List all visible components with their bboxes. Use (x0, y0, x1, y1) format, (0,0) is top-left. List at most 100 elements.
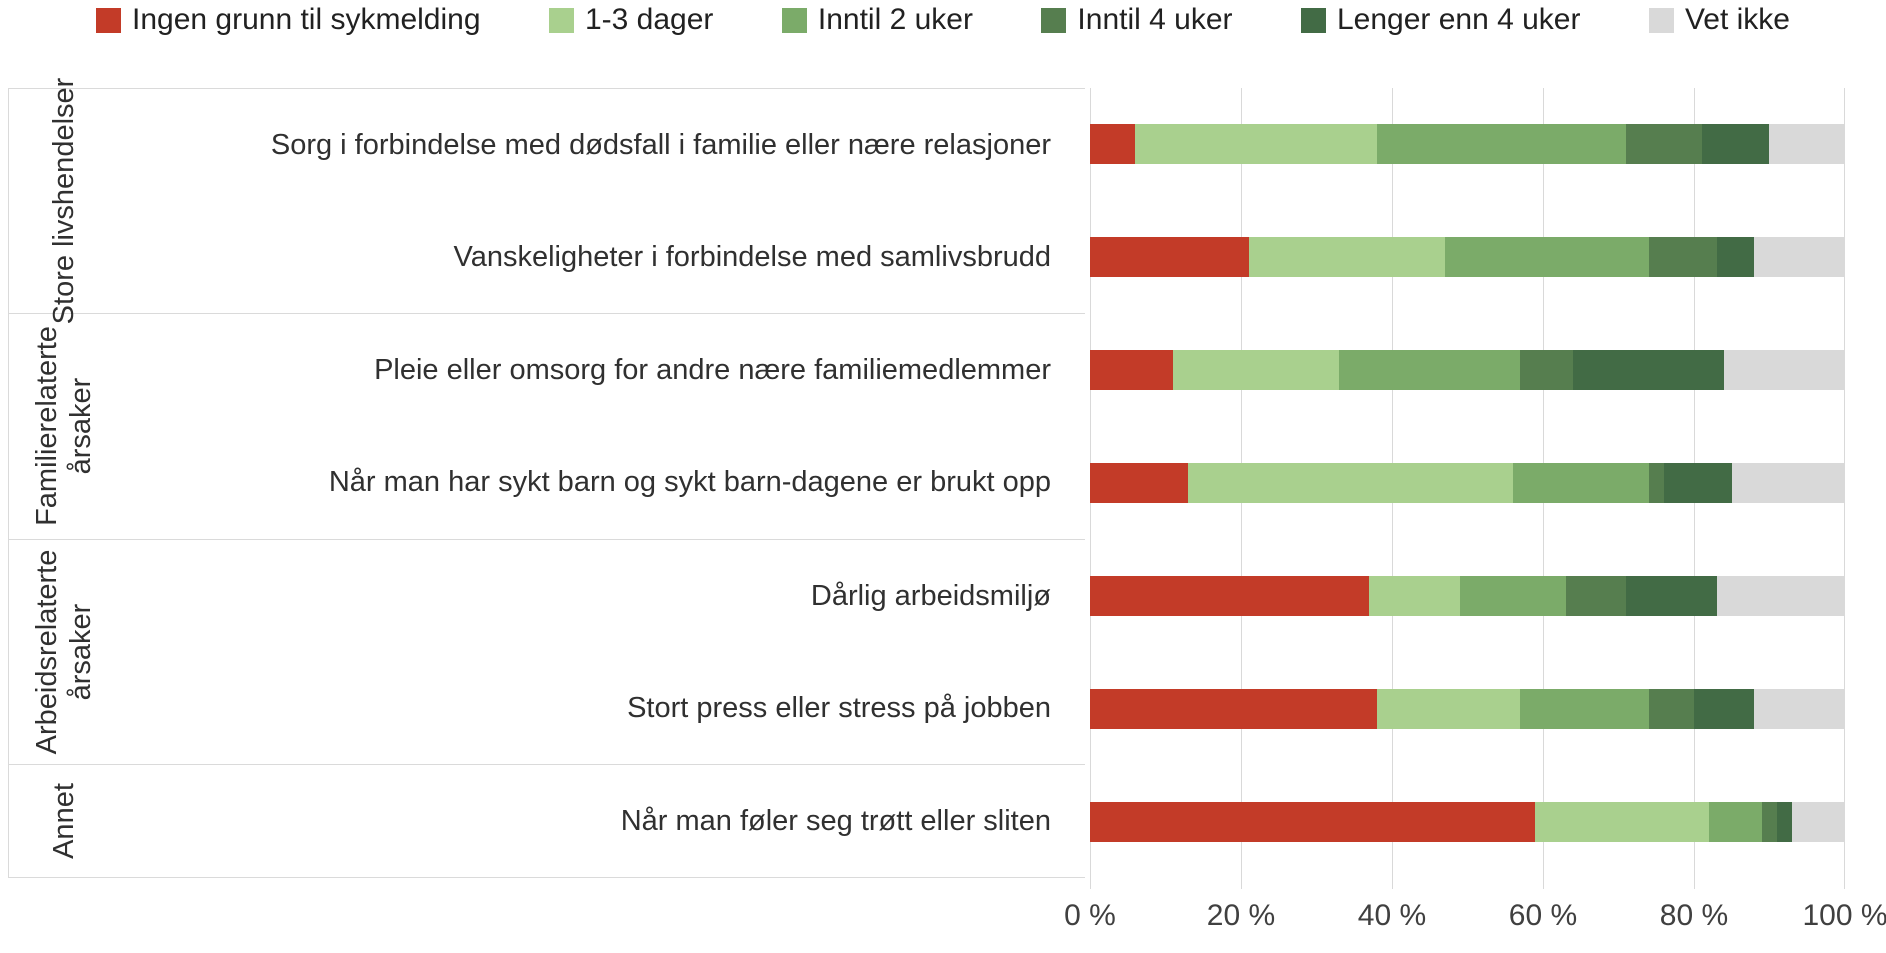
rows-column: Når man føler seg trøtt eller sliten (119, 765, 1085, 877)
legend-item: Inntil 2 uker (781, 3, 973, 37)
rows-column: Pleie eller omsorg for andre nære famili… (119, 314, 1085, 538)
stacked-bar (1090, 463, 1845, 503)
category-cell: Store livshendelser (9, 78, 119, 325)
bar-segment-6 (1731, 463, 1845, 503)
bar-segment-6 (1769, 124, 1845, 165)
legend-item-label: Inntil 2 uker (817, 3, 973, 36)
x-axis-tick-label: 20 % (1206, 899, 1276, 932)
bar-row (1090, 539, 1845, 652)
bar-segment-3 (1376, 124, 1627, 165)
legend-item-label: Ingen grunn til sykmelding (132, 3, 481, 36)
bar-segment-4 (1520, 350, 1574, 391)
x-axis-tick-label: 100 % (1802, 899, 1886, 932)
bar-segment-3 (1520, 688, 1649, 729)
legend-item-label: Lenger enn 4 uker (1336, 3, 1581, 36)
bar-segment-6 (1724, 350, 1845, 391)
row-label: Når man har sykt barn og sykt barn-dagen… (328, 466, 1051, 499)
bar-segment-1 (1090, 463, 1189, 503)
category-band: Store livshendelser Sorg i forbindelse me… (9, 78, 1085, 325)
bar-segment-5 (1693, 688, 1755, 729)
bar-segment-2 (1173, 350, 1340, 391)
bar-segment-6 (1792, 801, 1845, 842)
bar-row (1090, 765, 1845, 878)
bar-row (1090, 652, 1845, 765)
bar-segment-5 (1716, 237, 1755, 278)
legend-item: Ingen grunn til sykmelding (96, 3, 481, 37)
row-label-cell: Sorg i forbindelse med dødsfall i famili… (119, 89, 1085, 201)
bar-segment-3 (1512, 463, 1649, 503)
legend-swatch-icon (1300, 7, 1326, 33)
legend-item: Vet ikke (1648, 3, 1790, 37)
row-label-cell: Stort press eller stress på jobben (119, 652, 1085, 764)
category-band: Arbeidsrelaterte årsaker Dårlig arbeidsmi… (9, 538, 1085, 764)
bar-segment-2 (1188, 463, 1513, 503)
bar-segment-1 (1090, 688, 1377, 729)
row-label: Pleie eller omsorg for andre nære famili… (374, 354, 1051, 387)
category-band: Familierelaterte årsaker Pleie eller omso… (9, 313, 1085, 538)
bar-segment-5 (1663, 463, 1732, 503)
bar-segment-3 (1444, 237, 1649, 278)
bar-segment-6 (1754, 688, 1845, 729)
bar-segment-5 (1701, 124, 1770, 165)
category-band: Annet Når man føler seg trøtt eller slite… (9, 763, 1085, 878)
bar-segment-1 (1090, 237, 1249, 278)
x-axis: 0 % 20 % 40 % 60 % 80 % 100 % (1064, 899, 1886, 939)
x-axis-tick-label: 0 % (1064, 899, 1116, 932)
row-label: Når man føler seg trøtt eller sliten (620, 804, 1051, 837)
category-cell: Annet (9, 765, 119, 877)
bar-segment-4 (1648, 688, 1694, 729)
legend-item-label: 1-3 dager (584, 3, 714, 36)
stacked-bar (1090, 575, 1845, 616)
bar-segment-1 (1090, 801, 1536, 842)
rows-column: Sorg i forbindelse med dødsfall i famili… (119, 89, 1085, 313)
bar-row (1090, 427, 1845, 540)
stacked-bar (1090, 124, 1845, 165)
row-label: Vanskeligheter i forbindelse med samlivs… (453, 241, 1052, 274)
x-axis-tick-label: 40 % (1357, 899, 1427, 932)
bar-segment-4 (1626, 124, 1702, 165)
plot-band (1090, 314, 1845, 540)
category-cell: Familierelaterte årsaker (9, 314, 119, 538)
plot-band (1090, 765, 1845, 878)
plot-band (1090, 539, 1845, 765)
bar-segment-6 (1716, 575, 1845, 616)
category-label: Annet (47, 783, 80, 859)
row-label: Sorg i forbindelse med dødsfall i famili… (270, 129, 1051, 162)
legend-swatch-icon (1648, 7, 1674, 33)
row-label: Stort press eller stress på jobben (627, 691, 1051, 724)
bar-segment-4 (1761, 801, 1778, 842)
plot-area (1090, 88, 1845, 889)
bar-segment-2 (1369, 575, 1460, 616)
category-label: Familierelaterte årsaker (30, 326, 97, 527)
bar-row (1090, 314, 1845, 427)
bar-row (1090, 88, 1845, 201)
chart-legend: Ingen grunn til sykmelding 1-3 dager Innti… (0, 3, 1886, 37)
bar-segment-3 (1339, 350, 1521, 391)
x-axis-tick-label: 60 % (1508, 899, 1578, 932)
row-label-cell: Pleie eller omsorg for andre nære famili… (119, 314, 1085, 426)
chart-area: Store livshendelser Sorg i forbindelse me… (8, 78, 1878, 889)
stacked-bar (1090, 688, 1845, 729)
bar-segment-2 (1248, 237, 1445, 278)
legend-swatch-icon (1041, 7, 1067, 33)
legend-item-label: Vet ikke (1684, 3, 1790, 36)
row-label-cell: Når man føler seg trøtt eller sliten (119, 765, 1085, 877)
bar-segment-4 (1648, 237, 1717, 278)
legend-item: 1-3 dager (548, 3, 714, 37)
stacked-bar (1090, 801, 1845, 842)
row-label: Dårlig arbeidsmiljø (810, 579, 1051, 612)
bar-segment-4 (1648, 463, 1664, 503)
bar-segment-2 (1135, 124, 1377, 165)
bar-segment-5 (1777, 801, 1793, 842)
bar-segment-4 (1565, 575, 1627, 616)
legend-swatch-icon (96, 7, 121, 33)
bar-segment-2 (1376, 688, 1521, 729)
bar-segment-1 (1090, 575, 1370, 616)
legend-swatch-icon (781, 7, 807, 33)
bar-segment-3 (1459, 575, 1566, 616)
legend-item-label: Inntil 4 uker (1077, 3, 1233, 36)
row-label-cell: Når man har sykt barn og sykt barn-dagen… (119, 426, 1085, 538)
legend-item: Inntil 4 uker (1041, 3, 1233, 37)
bar-segment-1 (1090, 124, 1136, 165)
x-axis-tick-label: 80 % (1659, 899, 1729, 932)
